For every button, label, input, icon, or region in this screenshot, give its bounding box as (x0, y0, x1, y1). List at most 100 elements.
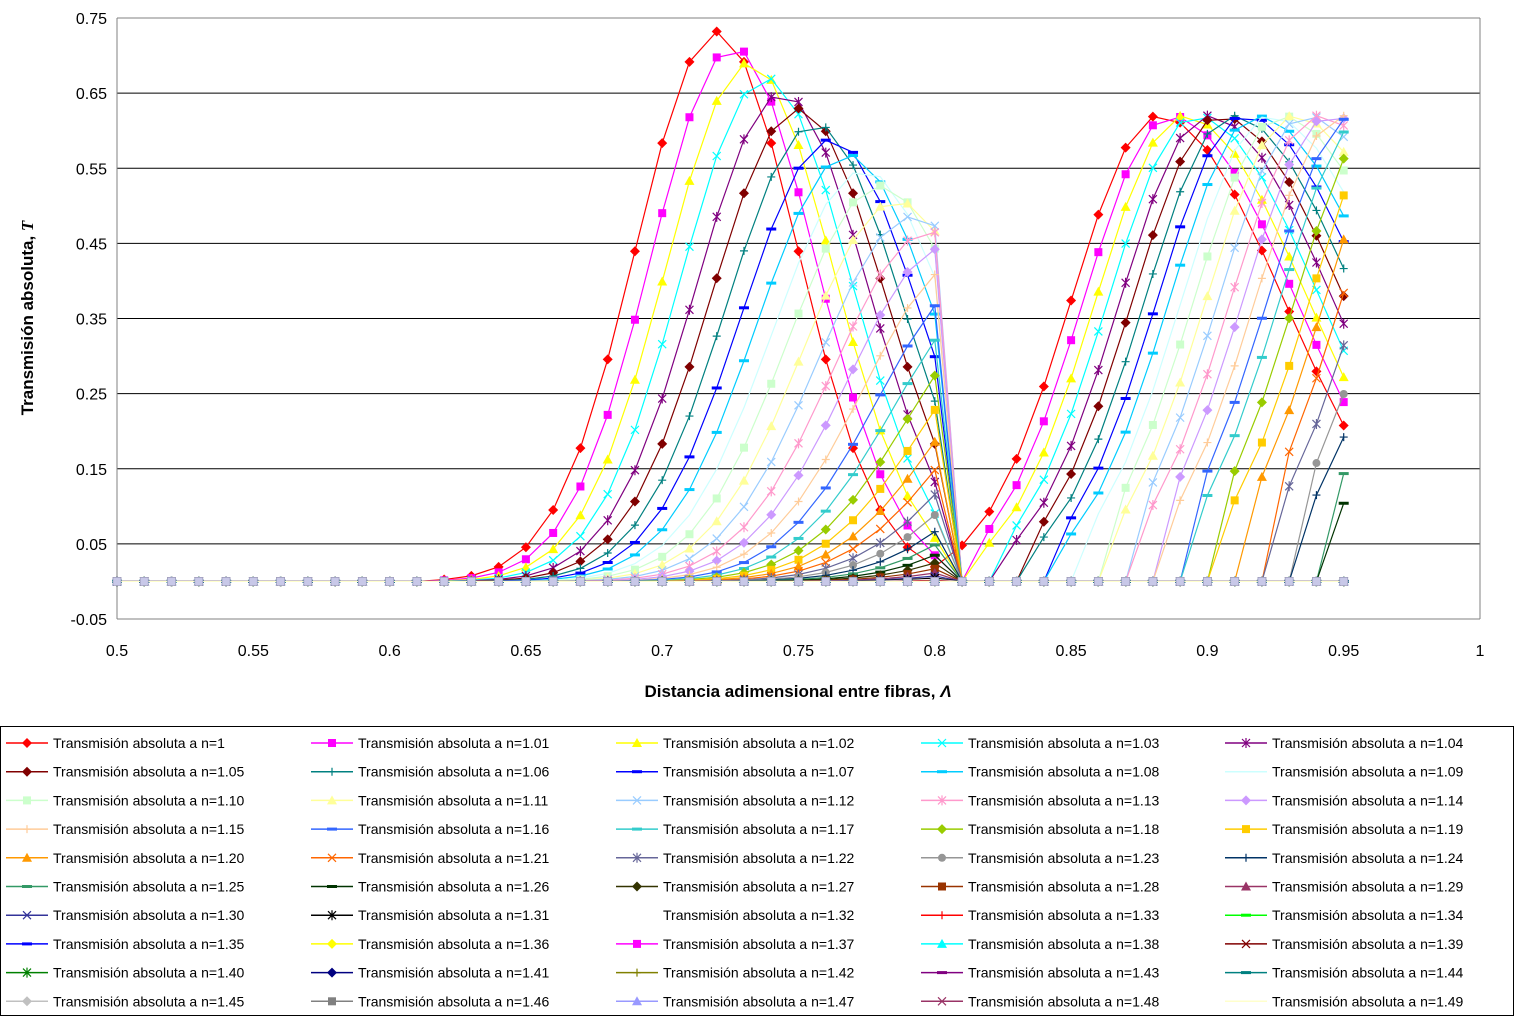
series-point (794, 521, 804, 524)
series-point (930, 355, 940, 358)
legend-label: Transmisión absoluta a n=1.33 (968, 907, 1160, 923)
legend-label: Transmisión absoluta a n=1.34 (1272, 907, 1464, 923)
y-tick-label: 0.35 (76, 312, 107, 329)
legend-label: Transmisión absoluta a n=1.28 (968, 879, 1160, 895)
series-point (904, 447, 912, 455)
baseline-point (168, 577, 176, 585)
baseline-point (1203, 577, 1211, 585)
series-point (1148, 352, 1158, 355)
legend-swatch-marker (632, 770, 642, 773)
baseline-point (631, 577, 639, 585)
series-point (1148, 312, 1158, 315)
series-point (1121, 431, 1131, 434)
series-point (1258, 220, 1266, 228)
series-point (740, 48, 748, 56)
legend-label: Transmisión absoluta a n=1.09 (1272, 764, 1464, 780)
legend-swatch-marker (328, 739, 336, 747)
series-point (1066, 516, 1076, 519)
series-point (739, 306, 749, 309)
series-point (849, 394, 857, 402)
legend-label: Transmisión absoluta a n=1.12 (663, 792, 855, 808)
legend-swatch-marker (633, 940, 641, 948)
series-point (794, 537, 804, 540)
series-point (904, 533, 912, 541)
series-point (1339, 214, 1349, 217)
legend-label: Transmisión absoluta a n=1.20 (53, 850, 245, 866)
legend-swatch-marker (1241, 971, 1251, 974)
series-point (1311, 157, 1321, 160)
baseline-point (331, 577, 339, 585)
x-tick-label: 0.85 (1056, 643, 1087, 660)
baseline-point (386, 577, 394, 585)
series-point (767, 380, 775, 388)
series-point (876, 182, 884, 190)
series-point (1258, 439, 1266, 447)
series-point (1284, 229, 1294, 232)
legend-label: Transmisión absoluta a n=1.43 (968, 965, 1160, 981)
y-tick-label: 0.75 (76, 11, 107, 28)
series-point (630, 541, 640, 544)
legend-swatch-marker (328, 997, 336, 1005)
y-axis-title: Transmisión absoluta, T (18, 220, 37, 415)
legend-label: Transmisión absoluta a n=1.22 (663, 850, 855, 866)
series-point (1312, 341, 1320, 349)
x-tick-label: 0.7 (651, 643, 673, 660)
baseline-point (413, 577, 421, 585)
legend-label: Transmisión absoluta a n=1.30 (53, 907, 245, 923)
series-point (713, 53, 721, 61)
series-point (685, 113, 693, 121)
legend-swatch-marker (1241, 914, 1251, 917)
x-tick-label: 0.5 (106, 643, 128, 660)
series-point (1202, 470, 1212, 473)
series-point (1312, 459, 1320, 467)
series-point (1257, 317, 1267, 320)
series-point (1122, 484, 1130, 492)
legend-label: Transmisión absoluta a n=1.02 (663, 735, 855, 751)
series-point (575, 572, 585, 575)
legend-label: Transmisión absoluta a n=1.18 (968, 821, 1160, 837)
series-point (1230, 434, 1240, 437)
series-point (739, 359, 749, 362)
legend-label: Transmisión absoluta a n=1.23 (968, 850, 1160, 866)
series-point (522, 555, 530, 563)
baseline-point (440, 577, 448, 585)
series-point (794, 167, 804, 170)
legend-label: Transmisión absoluta a n=1.32 (663, 907, 855, 923)
series-point (1067, 336, 1075, 344)
series-point (1093, 467, 1103, 470)
series-point (603, 568, 613, 571)
baseline-point (549, 577, 557, 585)
x-tick-label: 0.6 (378, 643, 400, 660)
series-point (1339, 502, 1349, 505)
series-point (684, 488, 694, 491)
baseline-point (522, 577, 530, 585)
legend-label: Transmisión absoluta a n=1.46 (358, 993, 550, 1009)
series-point (1066, 532, 1076, 535)
series-point (1258, 123, 1266, 131)
series-point (931, 406, 939, 414)
series-point (766, 282, 776, 285)
series-point (876, 470, 884, 478)
series-point (1339, 118, 1349, 121)
series-point (1094, 248, 1102, 256)
legend-swatch-marker (938, 854, 946, 862)
legend-label: Transmisión absoluta a n=1.01 (358, 735, 550, 751)
series-point (1340, 390, 1348, 398)
legend-label: Transmisión absoluta a n=1.15 (53, 821, 245, 837)
legend-label: Transmisión absoluta a n=1.49 (1272, 993, 1464, 1009)
legend-label: Transmisión absoluta a n=1.05 (53, 764, 245, 780)
y-tick-label: 0.15 (76, 462, 107, 479)
legend-label: Transmisión absoluta a n=1.27 (663, 879, 855, 895)
series-point (712, 431, 722, 434)
y-tick-label: 0.05 (76, 537, 107, 554)
series-point (1284, 268, 1294, 271)
series-point (821, 510, 831, 513)
y-tick-label: 0.65 (76, 86, 107, 103)
legend-label: Transmisión absoluta a n=1.24 (1272, 850, 1464, 866)
baseline-point (904, 577, 912, 585)
series-point (712, 386, 722, 389)
series-point (1202, 154, 1212, 157)
series-point (875, 429, 885, 432)
legend-item-n-1.32: Transmisión absoluta a n=1.32 (663, 907, 855, 923)
legend-label: Transmisión absoluta a n=1.38 (968, 936, 1160, 952)
